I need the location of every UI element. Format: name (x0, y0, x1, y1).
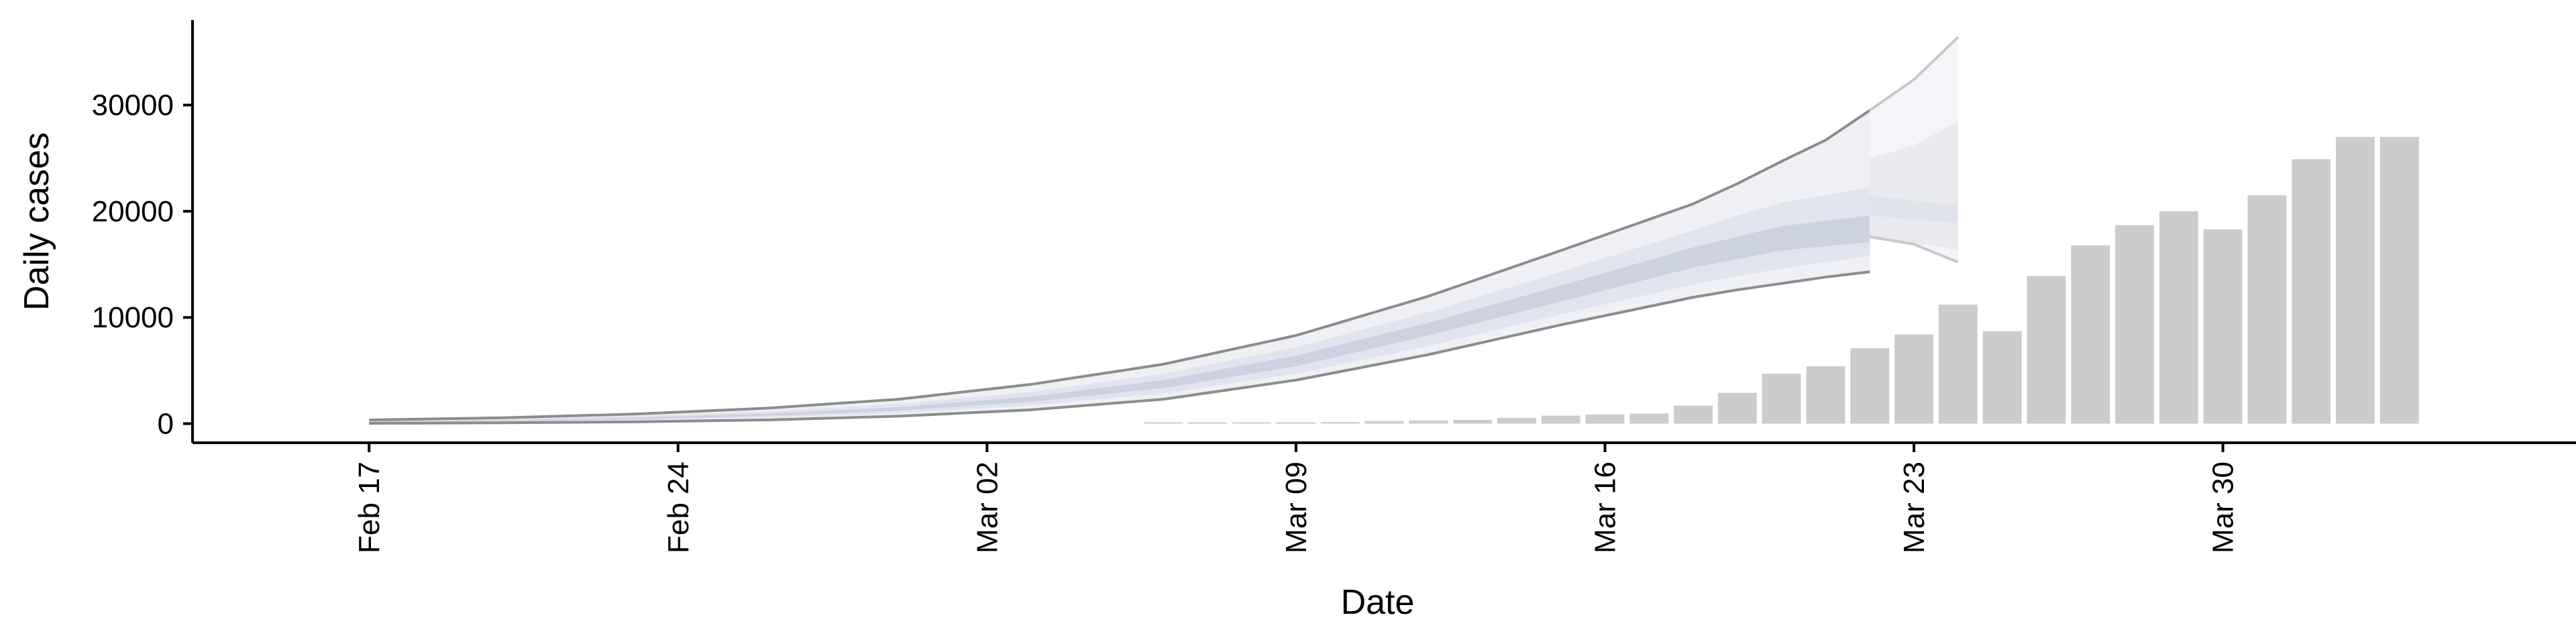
daily-cases-bar (1409, 420, 1448, 424)
estimate-upper-line (369, 109, 1871, 421)
daily-cases-bar (2159, 211, 2198, 424)
daily-cases-bar (2336, 137, 2375, 424)
forecast-ribbon (1869, 36, 1960, 264)
y-axis-title: Daily cases (17, 132, 56, 311)
y-tick-label: 10000 (92, 301, 174, 334)
daily-cases-bar (1497, 417, 1536, 424)
x-tick-label: Mar 02 (971, 462, 1004, 553)
x-tick-label: Mar 16 (1589, 462, 1621, 553)
daily-cases-bar (1850, 348, 1890, 424)
daily-cases-bar (1806, 366, 1845, 424)
y-axis-ticks: 0 10000 20000 30000 (92, 89, 193, 441)
daily-cases-bar (1629, 413, 1669, 424)
daily-cases-bar (1762, 374, 1801, 424)
daily-cases-bars (1144, 137, 2419, 424)
x-axis-title: Date (1341, 583, 1415, 622)
daily-cases-bar (1276, 422, 1316, 424)
estimate-ribbon (369, 109, 1871, 425)
x-axis-ticks: Feb 17 Feb 24 Mar 02 Mar 09 Mar 16 Mar 23 Mar … (353, 443, 2240, 553)
daily-cases-bar (2027, 276, 2066, 424)
daily-cases-bar (1144, 422, 1183, 424)
daily-cases-bar (1982, 331, 2022, 424)
daily-cases-bar (1364, 421, 1404, 424)
y-tick-label: 0 (158, 408, 174, 441)
daily-cases-bar (1674, 405, 1713, 424)
estimate-band-outer (369, 110, 1870, 424)
axes (191, 20, 2576, 444)
daily-cases-bar (2071, 245, 2110, 424)
x-tick-label: Mar 09 (1280, 462, 1313, 553)
daily-cases-bar (1894, 334, 1934, 424)
forecast-upper-line (1869, 36, 1960, 112)
daily-cases-bar (2203, 229, 2243, 424)
daily-cases-bar (1232, 422, 1272, 424)
daily-cases-bar (1320, 422, 1360, 424)
x-tick-label: Mar 23 (1898, 462, 1931, 553)
forecast-lower-line (1869, 235, 1959, 264)
daily-cases-bar (1453, 419, 1493, 424)
daily-cases-bar (2247, 195, 2287, 424)
daily-cases-bar (1585, 415, 1625, 424)
x-tick-label: Feb 17 (353, 462, 386, 553)
y-tick-label: 20000 (92, 195, 174, 228)
daily-cases-bar (2292, 159, 2331, 424)
daily-cases-bar (1938, 305, 1978, 424)
estimate-band-mid (369, 186, 1870, 423)
daily-cases-bar (2115, 225, 2154, 424)
x-tick-label: Feb 24 (662, 462, 695, 553)
x-tick-label: Mar 30 (2207, 462, 2240, 553)
daily-cases-bar (1188, 422, 1228, 424)
forecast-band-inner (1870, 195, 1958, 223)
y-tick-label: 30000 (92, 89, 174, 122)
daily-cases-bar (2379, 137, 2419, 424)
daily-cases-bar (1717, 392, 1757, 424)
daily-cases-bar (1541, 415, 1580, 424)
estimate-lower-line (369, 270, 1870, 425)
